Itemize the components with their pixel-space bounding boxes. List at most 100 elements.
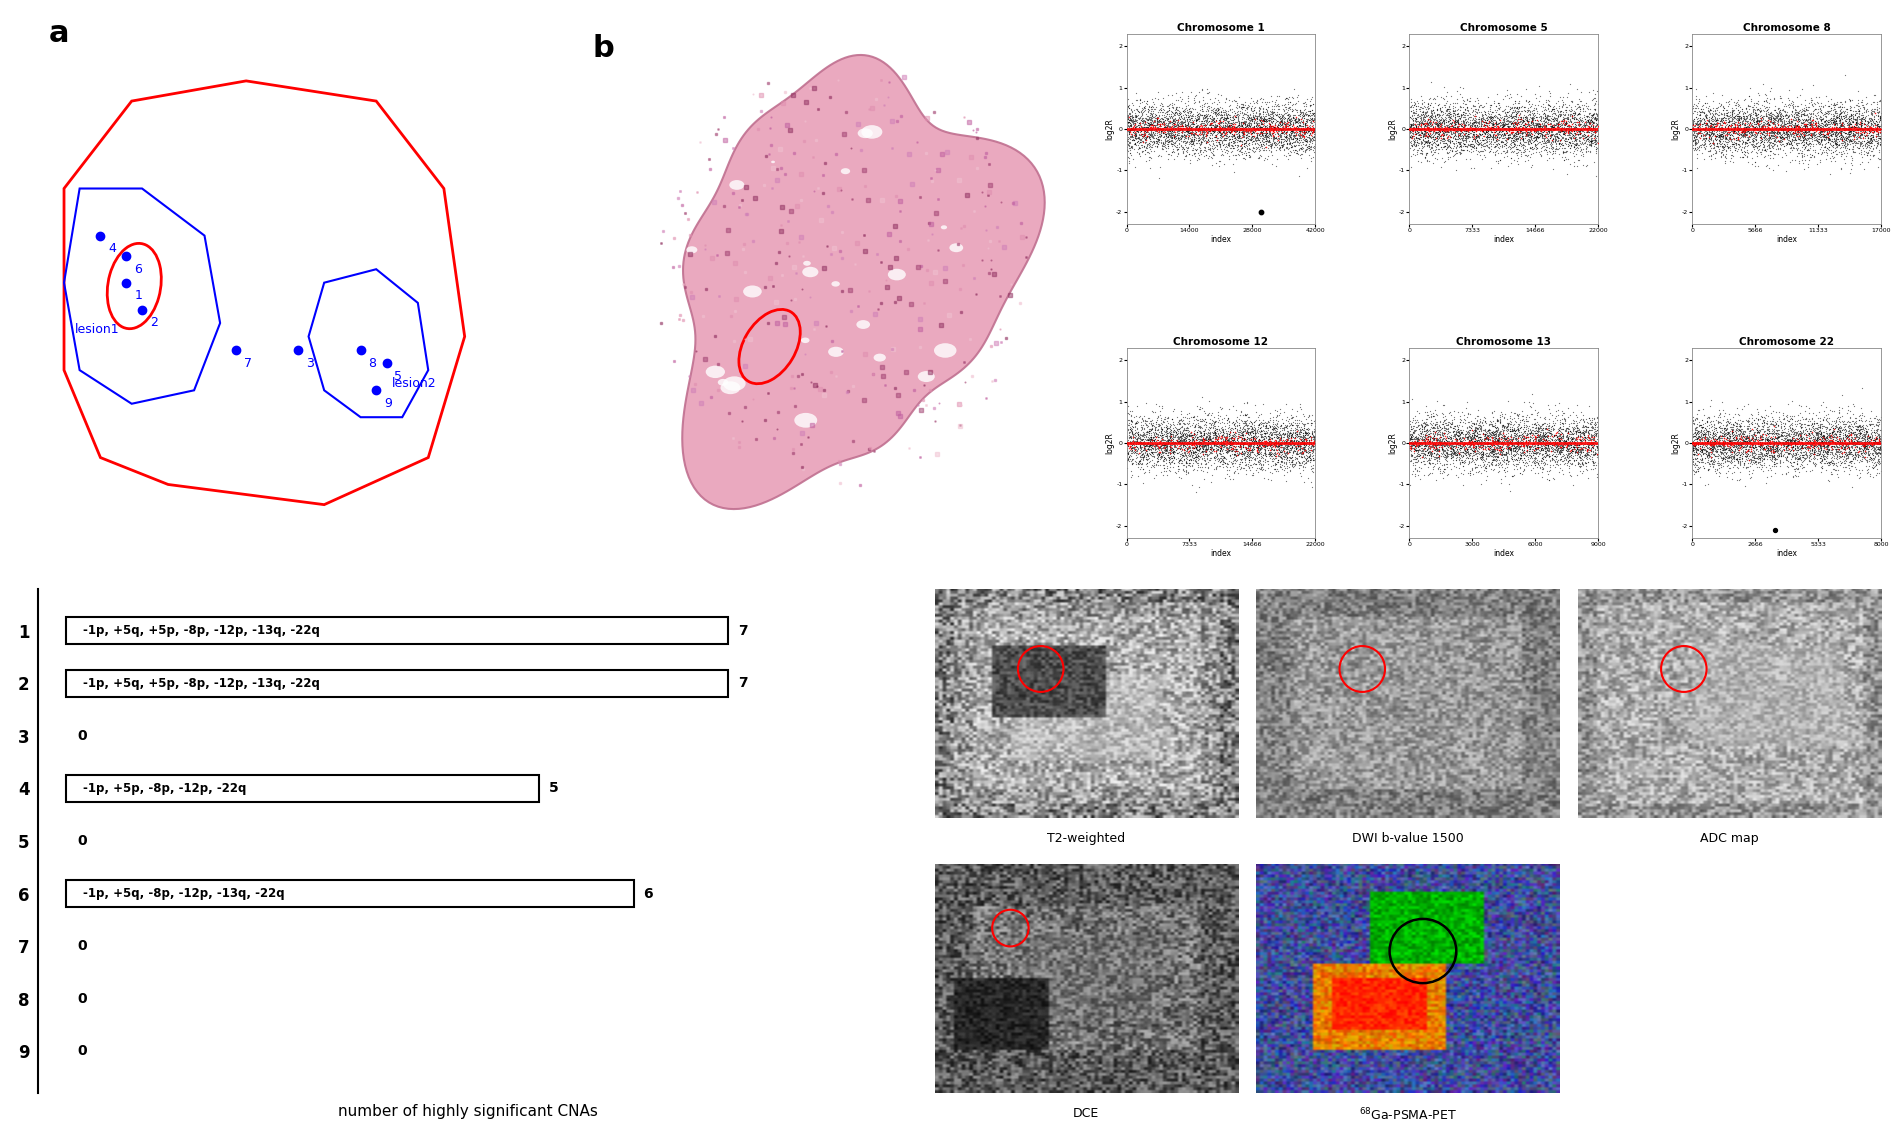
- Point: [1241, 432, 1271, 450]
- Point: [1298, 425, 1328, 443]
- Point: [1474, 118, 1505, 136]
- Point: [1510, 128, 1541, 147]
- Point: [1457, 437, 1488, 455]
- Point: [1440, 124, 1471, 142]
- Point: [1776, 125, 1807, 143]
- Point: [1693, 446, 1723, 464]
- Point: [1775, 131, 1805, 149]
- Point: [1434, 132, 1465, 150]
- Point: [1784, 119, 1814, 137]
- Point: [1799, 456, 1830, 474]
- Point: [1839, 414, 1870, 432]
- Point: [1132, 117, 1163, 135]
- Point: [1457, 443, 1488, 461]
- Point: [1292, 426, 1322, 444]
- Point: [1119, 125, 1150, 143]
- Point: [1239, 431, 1269, 449]
- Point: [1716, 90, 1746, 108]
- Point: [1514, 432, 1545, 450]
- Point: [1231, 145, 1262, 163]
- Point: [1155, 429, 1186, 447]
- Point: [1480, 127, 1511, 145]
- Point: [1474, 122, 1505, 140]
- Point: [1678, 128, 1708, 147]
- Point: [1246, 125, 1277, 143]
- Point: [1214, 418, 1245, 436]
- Point: [1835, 434, 1866, 452]
- Point: [1227, 443, 1258, 461]
- Point: [1486, 456, 1516, 474]
- Point: [1134, 106, 1165, 124]
- Point: [1509, 444, 1539, 462]
- Point: [1809, 438, 1839, 456]
- Point: [1471, 121, 1501, 139]
- Point: [1740, 118, 1771, 136]
- Point: [1212, 117, 1243, 135]
- Point: [1174, 446, 1205, 464]
- Point: [1492, 81, 1522, 99]
- Point: [1233, 96, 1264, 114]
- Point: [1729, 122, 1759, 140]
- Point: [1216, 116, 1246, 134]
- Point: [1830, 137, 1860, 156]
- Point: [1174, 437, 1205, 455]
- Point: [1695, 425, 1725, 443]
- Point: [1841, 441, 1872, 459]
- Point: [1408, 115, 1438, 133]
- Point: [1282, 114, 1313, 132]
- Point: [1740, 106, 1771, 124]
- Point: [1796, 447, 1826, 465]
- Point: [1858, 141, 1889, 159]
- Point: [1227, 135, 1258, 153]
- Point: [1849, 124, 1879, 142]
- Point: [1718, 133, 1748, 151]
- Point: [1826, 134, 1856, 152]
- Point: [1507, 433, 1537, 451]
- Point: [1195, 444, 1226, 462]
- Point: [1535, 446, 1566, 464]
- Point: [1269, 135, 1300, 153]
- Point: [1404, 437, 1434, 455]
- Point: [1790, 118, 1820, 136]
- Point: [1267, 432, 1298, 450]
- Point: [1277, 124, 1307, 142]
- Point: [1835, 437, 1866, 455]
- Point: [1258, 104, 1288, 122]
- Point: [1689, 122, 1720, 140]
- Point: [1822, 434, 1852, 452]
- Point: [1231, 443, 1262, 461]
- Point: [1438, 443, 1469, 461]
- Point: [1296, 411, 1326, 429]
- Point: [1222, 99, 1252, 117]
- Point: [1193, 135, 1224, 153]
- Point: [1695, 447, 1725, 465]
- Point: [1807, 106, 1837, 124]
- Point: [1832, 450, 1862, 468]
- Point: [1516, 424, 1547, 442]
- Point: [1292, 140, 1322, 158]
- Point: [1718, 116, 1748, 134]
- Point: [1720, 123, 1750, 141]
- Point: [1265, 436, 1296, 454]
- Point: [1832, 114, 1862, 132]
- Point: [1277, 137, 1307, 156]
- Point: [1830, 434, 1860, 452]
- Point: [1165, 135, 1195, 153]
- Point: [1843, 447, 1873, 465]
- Point: [1782, 427, 1813, 445]
- Point: [1277, 107, 1307, 125]
- Point: [1797, 450, 1828, 468]
- Point: [1220, 104, 1250, 122]
- Point: [1115, 133, 1146, 151]
- Point: [1520, 116, 1550, 134]
- Point: [1566, 127, 1596, 145]
- Point: [1121, 437, 1151, 455]
- Point: [1235, 438, 1265, 456]
- Point: [1400, 109, 1431, 127]
- Point: [1176, 429, 1206, 447]
- Point: [1406, 431, 1436, 449]
- Point: [1813, 426, 1843, 444]
- Point: [1197, 406, 1227, 424]
- Point: [1813, 441, 1843, 459]
- Point: [1805, 122, 1835, 140]
